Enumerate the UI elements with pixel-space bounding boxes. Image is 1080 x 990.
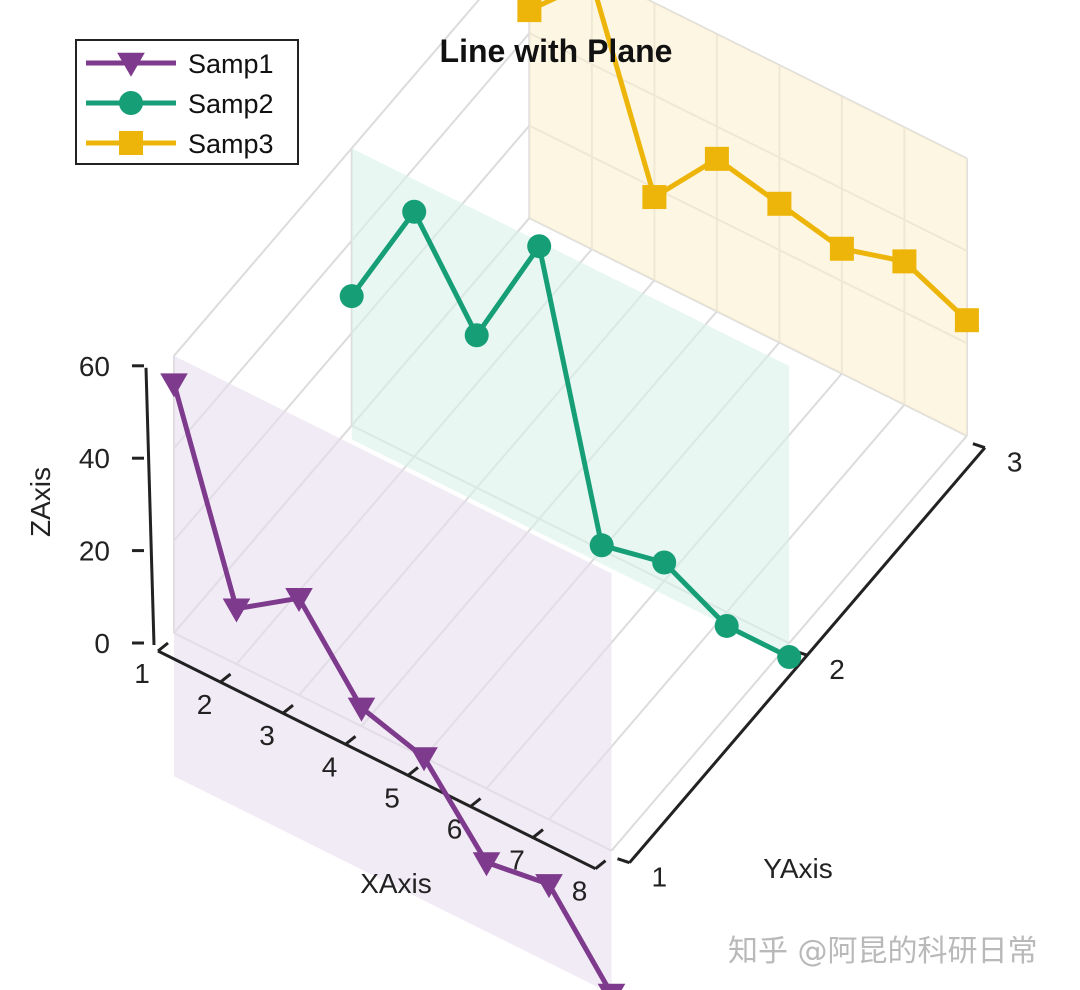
x-tick-label: 3 (259, 720, 275, 751)
legend-label: Samp2 (188, 89, 274, 119)
x-tick-mark (219, 672, 232, 684)
series-samp1 (160, 373, 626, 990)
y-tick-mark (972, 442, 986, 450)
data-point (714, 613, 739, 638)
x-tick-label: 6 (447, 814, 463, 845)
data-point (535, 874, 563, 899)
x-tick-mark (407, 766, 419, 777)
legend-item-samp1: Samp1 (86, 49, 274, 79)
legend-item-samp2: Samp2 (86, 89, 274, 119)
y-axis-label: YAxis (763, 853, 833, 884)
x-axis-line (157, 649, 597, 871)
data-point (527, 234, 552, 259)
legend-marker (117, 52, 145, 77)
x-tick-label: 1 (134, 658, 150, 689)
series-lines (160, 0, 979, 990)
data-point (597, 983, 626, 990)
data-point (589, 533, 614, 558)
legend-marker (119, 91, 143, 115)
y-tick-mark (617, 857, 630, 865)
x-tick-label: 8 (572, 876, 588, 907)
plane-samp3 (529, 0, 967, 436)
data-point (892, 249, 917, 274)
y-tick-label: 2 (829, 654, 845, 685)
data-point (829, 236, 854, 261)
data-point (704, 146, 729, 171)
x-tick-mark (344, 735, 357, 746)
x-tick-mark (282, 704, 294, 715)
legend-label: Samp1 (188, 49, 274, 79)
data-point (160, 373, 188, 398)
z-tick-label: 60 (79, 351, 110, 382)
legend: Samp1 Samp2 Samp3 (75, 39, 299, 165)
x-tick-mark (532, 828, 544, 839)
data-point (652, 550, 677, 575)
series-line-samp2 (349, 209, 791, 660)
x-tick-mark (469, 797, 482, 808)
data-point (222, 598, 251, 623)
series-line-samp1 (171, 382, 613, 990)
series-samp3 (517, 0, 979, 333)
data-point (954, 308, 979, 333)
z-tick-label: 20 (79, 536, 110, 567)
legend-label: Samp3 (188, 129, 274, 159)
data-point (402, 199, 427, 224)
watermark: 知乎 @阿昆的科研日常 (728, 934, 1038, 969)
z-axis-label: ZAxis (25, 467, 56, 537)
data-point (767, 191, 792, 216)
tick-labels: 1 2 3 4 5 6 7 8 1 2 3 0 20 40 60 (79, 351, 1023, 907)
data-point (339, 284, 364, 309)
y-tick-label: 1 (652, 862, 668, 893)
x-axis-label: XAxis (360, 868, 432, 899)
y-tick-label: 3 (1007, 447, 1023, 478)
z-tick-label: 40 (79, 443, 110, 474)
legend-marker (119, 131, 143, 155)
chart-title: Line with Plane (440, 33, 673, 69)
data-point (517, 0, 542, 23)
x-tick-label: 7 (509, 845, 525, 876)
x-tick-label: 5 (384, 782, 400, 813)
legend-item-samp3: Samp3 (86, 129, 274, 159)
data-point (472, 852, 501, 877)
data-point (347, 697, 376, 722)
data-point (777, 645, 802, 670)
data-point (642, 185, 667, 210)
x-tick-label: 2 (197, 689, 213, 720)
series-samp2 (339, 199, 802, 670)
data-point (285, 587, 313, 612)
x-tick-mark (157, 641, 169, 653)
back-wall-gridline-z (173, 0, 481, 357)
x-tick-mark (594, 859, 607, 870)
chart-axes (132, 364, 987, 871)
z-axis-line (144, 367, 156, 646)
data-point (410, 747, 438, 772)
x-tick-label: 4 (322, 751, 338, 782)
plane-samp1 (174, 355, 612, 990)
z-tick-label: 0 (94, 628, 110, 659)
data-point (464, 323, 489, 348)
